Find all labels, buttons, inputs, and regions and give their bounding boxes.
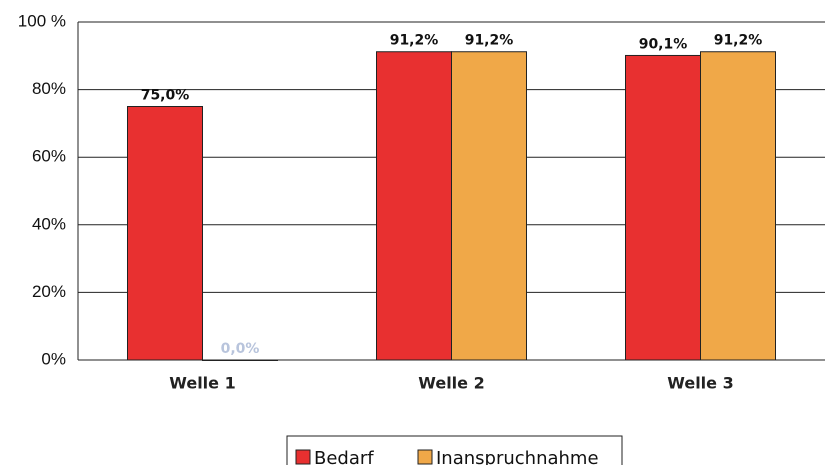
- bar: [451, 51, 527, 361]
- value-label: 91,2%: [390, 33, 439, 49]
- legend-label: Inanspruchnahme: [436, 448, 599, 465]
- y-tick-label: 20%: [32, 282, 66, 301]
- legend-label: Bedarf: [314, 448, 374, 465]
- y-tick-label: 80%: [32, 79, 66, 98]
- legend-swatch: [295, 449, 311, 465]
- y-tick-label: 100 %: [18, 11, 66, 30]
- x-tick-label: Welle 2: [418, 374, 484, 393]
- value-label: 91,2%: [714, 33, 763, 49]
- value-label: 0,0%: [221, 341, 260, 357]
- x-tick-label: Welle 1: [169, 374, 235, 393]
- bar: [625, 54, 701, 361]
- y-tick-label: 60%: [32, 147, 66, 166]
- value-label: 75,0%: [141, 88, 190, 104]
- y-tick-label: 40%: [32, 214, 66, 233]
- legend-box: [286, 435, 623, 465]
- legend-swatch: [417, 449, 433, 465]
- x-tick-label: Welle 3: [667, 374, 733, 393]
- y-tick-label: 0%: [41, 349, 66, 368]
- bar: [700, 51, 776, 361]
- bar: [202, 359, 278, 361]
- bar: [127, 106, 203, 361]
- value-label: 90,1%: [639, 36, 688, 52]
- bar: [376, 51, 452, 361]
- value-label: 91,2%: [465, 33, 514, 49]
